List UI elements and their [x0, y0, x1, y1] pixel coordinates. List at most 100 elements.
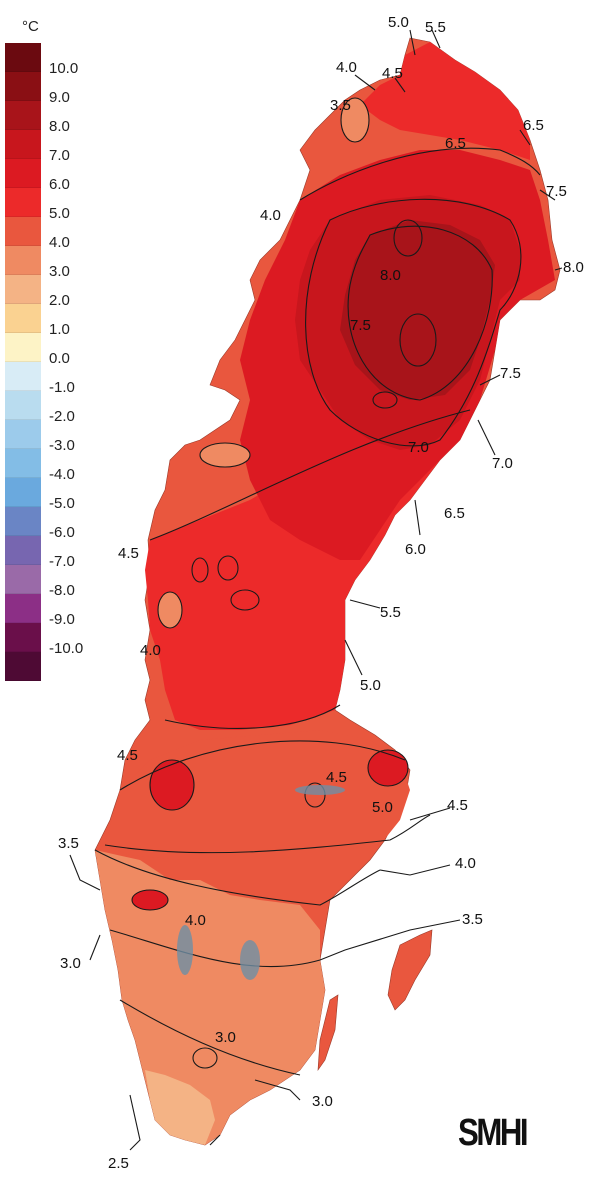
warm-pocket-3 — [132, 890, 168, 910]
legend-swatch — [5, 72, 41, 101]
contour-label: 5.5 — [425, 19, 446, 36]
legend-row: -3.0 — [5, 420, 95, 453]
color-legend: 10.0 9.0 8.0 7.0 6.0 5.0 4.0 3.0 2.0 1.0 0.0 -1.0 -2… — [5, 43, 95, 681]
legend-swatch — [5, 188, 41, 217]
contour-label: 4.5 — [326, 769, 347, 786]
contour-label: 8.0 — [380, 267, 401, 284]
legend-label: 1.0 — [49, 321, 70, 338]
legend-label: -10.0 — [49, 640, 84, 657]
contour-label: 3.5 — [58, 835, 79, 852]
zone-2-coast — [145, 1070, 215, 1145]
zone-8 — [340, 220, 495, 400]
legend-row: -8.0 — [5, 565, 95, 598]
contour-label: 3.0 — [60, 955, 81, 972]
zone-3 — [95, 850, 325, 1145]
contour-label: 4.5 — [447, 797, 468, 814]
legend-label: -9.0 — [49, 611, 75, 628]
zone-5-north — [360, 42, 530, 160]
legend-label: -7.0 — [49, 553, 75, 570]
legend-label: 9.0 — [49, 89, 70, 106]
cool-pocket-2 — [158, 592, 182, 628]
legend-row: 4.0 — [5, 217, 95, 250]
contour-label: 3.0 — [215, 1029, 236, 1046]
legend-row: -7.0 — [5, 536, 95, 569]
contour-lines — [69, 29, 563, 1151]
legend-row: 1.0 — [5, 304, 95, 337]
contour-label: 5.5 — [380, 604, 401, 621]
lakes — [177, 785, 345, 980]
contour-label: 7.0 — [408, 439, 429, 456]
legend-label: 2.0 — [49, 292, 70, 309]
legend-swatch — [5, 507, 41, 536]
contour-label: 6.5 — [444, 505, 465, 522]
legend-swatch — [5, 623, 41, 652]
legend-swatch — [5, 478, 41, 507]
legend-swatch — [5, 594, 41, 623]
contour-label: 7.5 — [546, 183, 567, 200]
legend-swatch — [5, 159, 41, 188]
contour-label: 4.5 — [117, 747, 138, 764]
legend-label: -6.0 — [49, 524, 75, 541]
contour-label: 4.0 — [185, 912, 206, 929]
contour-label: 3.5 — [330, 97, 351, 114]
legend-unit: °C — [22, 18, 39, 35]
legend-row: -9.0 — [5, 594, 95, 627]
contour-label: 6.5 — [445, 135, 466, 152]
legend-swatch — [5, 101, 41, 130]
warm-pocket-1 — [150, 760, 194, 810]
legend-label: 5.0 — [49, 205, 70, 222]
legend-swatch — [5, 130, 41, 159]
legend-label: -1.0 — [49, 379, 75, 396]
island-oland — [317, 994, 339, 1072]
legend-swatch — [5, 246, 41, 275]
legend-swatch — [5, 391, 41, 420]
legend-row: -1.0 — [5, 362, 95, 395]
legend-label: 3.0 — [49, 263, 70, 280]
contour-label: 5.0 — [388, 14, 409, 31]
legend-row: 2.0 — [5, 275, 95, 308]
legend-label: 0.0 — [49, 350, 70, 367]
legend-label: -5.0 — [49, 495, 75, 512]
contour-label: 3.5 — [462, 911, 483, 928]
legend-label: -2.0 — [49, 408, 75, 425]
legend-swatch — [5, 43, 41, 72]
legend-swatch — [5, 304, 41, 333]
legend-label: -3.0 — [49, 437, 75, 454]
legend-label: 4.0 — [49, 234, 70, 251]
legend-label: -8.0 — [49, 582, 75, 599]
legend-swatch — [5, 217, 41, 246]
legend-row: -5.0 — [5, 478, 95, 511]
contour-label: 5.0 — [360, 677, 381, 694]
smhi-logo: SMHI — [458, 1112, 529, 1154]
legend-label: -4.0 — [49, 466, 75, 483]
contour-label-group: 5.0 5.5 4.0 4.5 3.5 6.5 6.5 7.5 4.0 8.0 … — [58, 14, 584, 1172]
cool-pocket-1 — [200, 443, 250, 467]
contour-label: 3.0 — [312, 1093, 333, 1110]
legend-row: 8.0 — [5, 101, 95, 134]
cool-pocket-3 — [341, 98, 369, 142]
legend-row: -10.0 — [5, 623, 95, 656]
legend-row: 0.0 — [5, 333, 95, 366]
contour-label: 4.5 — [382, 65, 403, 82]
contour-label: 7.0 — [492, 455, 513, 472]
legend-row: -2.0 — [5, 391, 95, 424]
contour-label: 2.5 — [108, 1155, 129, 1172]
contour-label: 6.5 — [523, 117, 544, 134]
legend-row: -4.0 — [5, 449, 95, 482]
contour-label: 5.0 — [372, 799, 393, 816]
contour-label: 4.0 — [140, 642, 161, 659]
contour-label: 4.0 — [455, 855, 476, 872]
contour-label: 8.0 — [563, 259, 584, 276]
island-gotland — [387, 929, 433, 1011]
legend-swatch — [5, 536, 41, 565]
contour-label: 4.0 — [260, 207, 281, 224]
legend-row: 6.0 — [5, 159, 95, 192]
contour-label: 6.0 — [405, 541, 426, 558]
legend-row: 3.0 — [5, 246, 95, 279]
legend-label: 7.0 — [49, 147, 70, 164]
legend-swatch — [5, 420, 41, 449]
legend-label: 8.0 — [49, 118, 70, 135]
legend-swatch — [5, 275, 41, 304]
contour-label: 7.5 — [350, 317, 371, 334]
